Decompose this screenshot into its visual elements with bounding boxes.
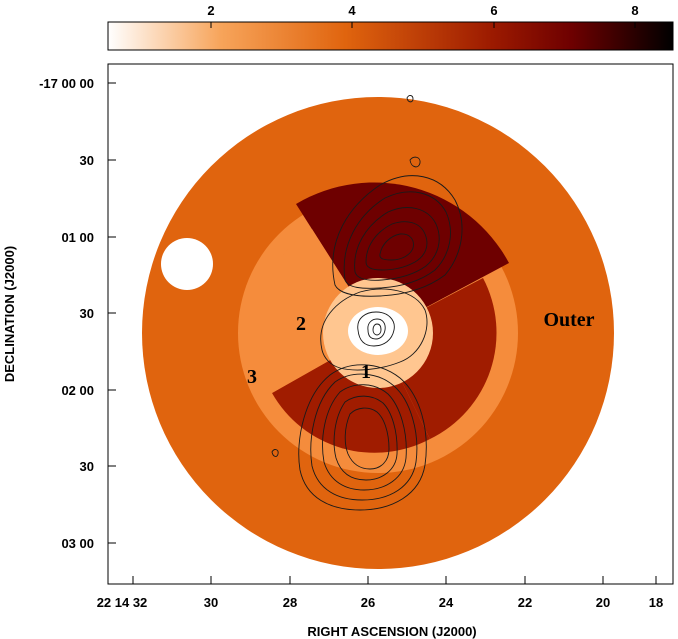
map-regions [142,97,614,569]
contour-south-2 [310,373,418,501]
y-tick-label: -17 00 00 [39,76,94,91]
core-bright-spot [348,307,408,355]
plot-frame [107,63,674,585]
y-tick-label: 01 00 [61,230,94,245]
region-label-outer: Outer [543,309,594,331]
region-2-sector-east [255,229,378,393]
x-tick-label: 24 [439,595,454,610]
y-axis: -17 00 00 30 01 00 30 02 00 30 03 00 DEC… [2,76,116,551]
contour-core-1 [320,288,428,371]
colorbar-tick-label: 4 [348,3,356,18]
region-label-3: 3 [247,366,257,388]
x-tick-label: 30 [204,595,218,610]
contour-core-2 [357,311,395,347]
region-label-2: 2 [296,313,306,335]
y-tick-label: 30 [80,153,94,168]
colorbar-gradient [107,21,674,51]
contour-blob-north [406,95,414,103]
contour-north-2 [343,191,451,289]
x-axis-title: RIGHT ASCENSION (J2000) [307,624,476,639]
contour-core-3 [367,318,386,340]
y-axis-title: DECLINATION (J2000) [2,246,17,382]
y-tick-label: 30 [80,459,94,474]
y-tick-label: 30 [80,306,94,321]
x-tick-label: 18 [649,595,663,610]
y-tick-label: 02 00 [61,383,94,398]
contour-south-4 [333,395,398,481]
x-tick-label: 28 [283,595,297,610]
x-tick-label: 22 14 32 [97,595,148,610]
contour-blob-ne [409,156,421,168]
radio-contours [271,95,463,511]
contour-north-5 [379,233,414,261]
x-tick-label: 26 [361,595,375,610]
x-tick-label: 22 [518,595,532,610]
y-tick-label: 03 00 [61,536,94,551]
colorbar-tick-label: 8 [631,3,638,18]
contour-core-4 [372,323,382,336]
excluded-point-source [161,238,213,290]
contour-south-5 [344,407,390,470]
contour-blob-sw [271,449,279,457]
contour-north-1 [332,175,463,297]
colorbar-tick-label: 6 [490,3,497,18]
region-label-1: 1 [361,361,371,383]
contour-south-3 [322,384,407,491]
contour-south-1 [298,364,427,511]
colorbar-tick-label: 2 [207,3,214,18]
contour-north-4 [365,221,428,271]
region-labels: 1 2 3 Outer [247,309,595,388]
x-tick-label: 20 [596,595,610,610]
contour-north-3 [354,207,440,281]
x-axis: 22 14 32 30 28 26 24 22 20 18 RIGHT ASCE… [97,576,663,639]
colorbar: 2 4 6 8 [107,3,674,51]
